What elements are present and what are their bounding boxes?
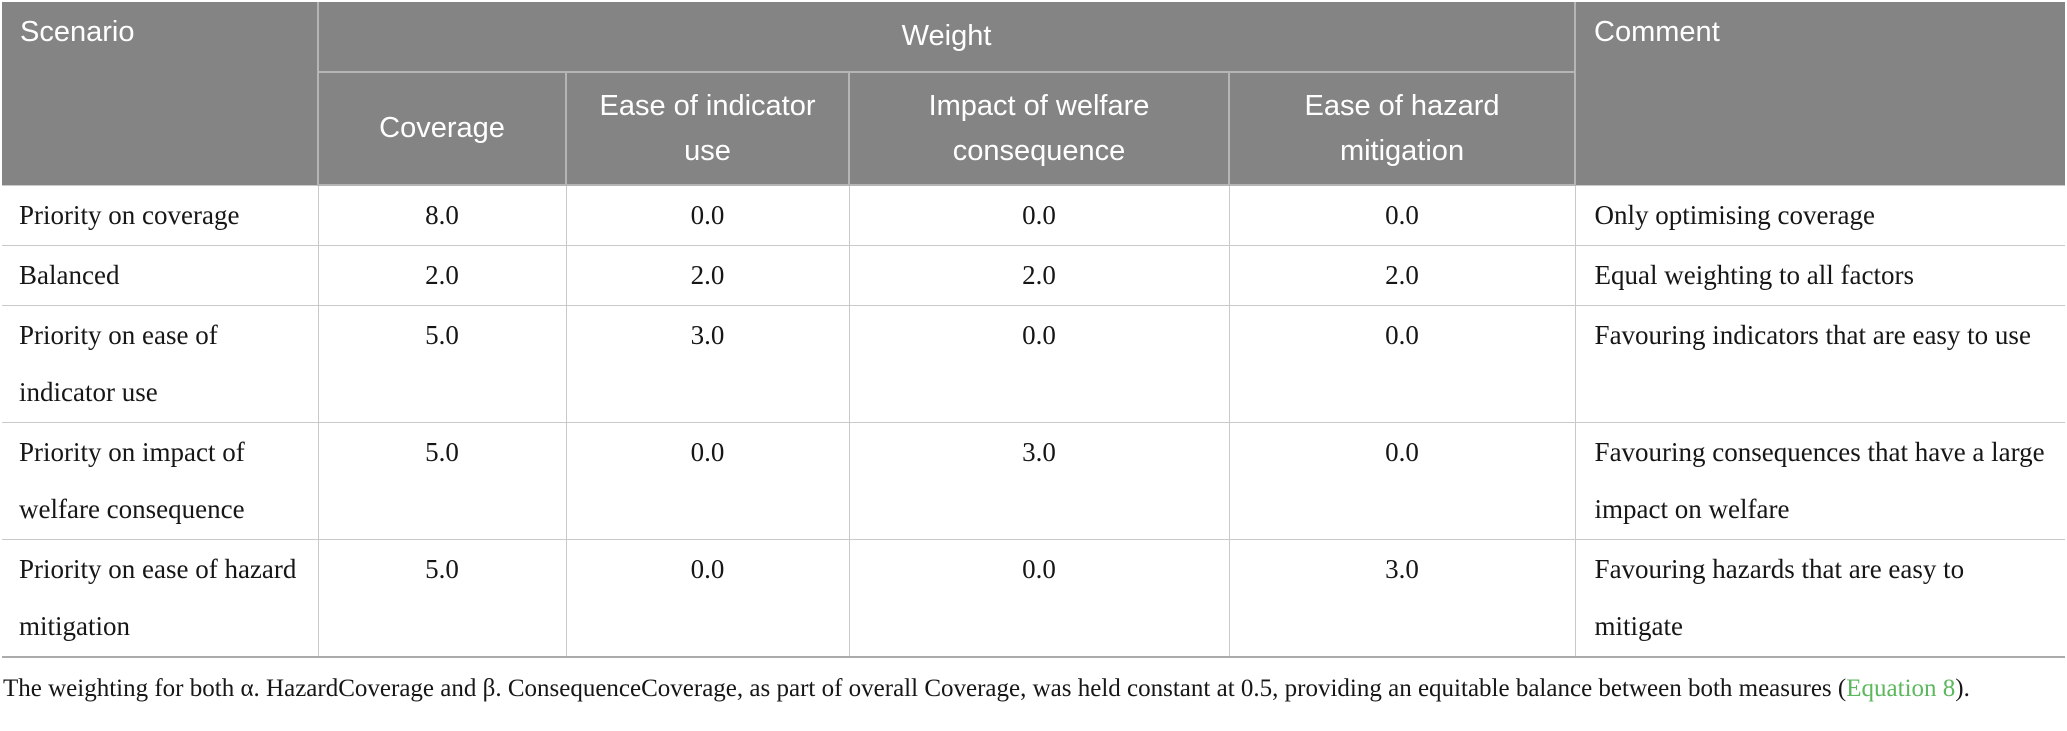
table-body: Priority on coverage 8.0 0.0 0.0 0.0 Only opt… (2, 184, 2066, 658)
column-header-weight-group: Weight (316, 2, 1577, 73)
ease-of-indicator-use-weight-cell: 3.0 (565, 305, 850, 423)
ease-of-indicator-use-weight-cell: 0.0 (565, 184, 850, 246)
footnote-text-after-link: ). (1955, 675, 1970, 702)
coverage-weight-cell: 2.0 (317, 245, 567, 306)
column-header-coverage: Coverage (317, 71, 567, 186)
scenario-cell: Priority on coverage (2, 184, 319, 246)
ease-of-hazard-mitigation-weight-cell: 2.0 (1228, 245, 1576, 306)
table-row: Priority on coverage 8.0 0.0 0.0 0.0 Only opt… (2, 184, 2066, 246)
ease-of-indicator-use-weight-cell: 2.0 (565, 245, 850, 306)
ease-of-indicator-use-weight-cell: 0.0 (565, 539, 850, 658)
scenario-cell: Priority on impact of welfare consequenc… (2, 422, 319, 540)
coverage-weight-cell: 5.0 (317, 539, 567, 658)
column-header-scenario: Scenario (2, 2, 319, 185)
equation-8-link[interactable]: Equation 8 (1846, 675, 1956, 702)
scenario-weights-table: Scenario Weight Comment Coverage Ease of… (2, 2, 2066, 658)
scenario-cell: Priority on ease of hazard mitigation (2, 539, 319, 658)
impact-of-welfare-consequence-weight-cell: 0.0 (848, 184, 1230, 246)
table-row: Priority on impact of welfare consequenc… (2, 422, 2066, 540)
ease-of-indicator-use-weight-cell: 0.0 (565, 422, 850, 540)
column-header-comment: Comment (1574, 2, 2066, 185)
impact-of-welfare-consequence-weight-cell: 2.0 (848, 245, 1230, 306)
column-header-impact-of-welfare-consequence: Impact of welfare consequence (848, 71, 1230, 186)
comment-cell: Favouring consequences that have a large… (1574, 422, 2066, 540)
table-row: Priority on ease of indicator use 5.0 3.0 0… (2, 305, 2066, 423)
scenario-cell: Priority on ease of indicator use (2, 305, 319, 423)
comment-cell: Favouring hazards that are easy to mitig… (1574, 539, 2066, 658)
ease-of-hazard-mitigation-weight-cell: 0.0 (1228, 305, 1576, 423)
table-header: Scenario Weight Comment Coverage Ease of… (2, 2, 2066, 186)
table-row: Balanced 2.0 2.0 2.0 2.0 Equal weighting to a… (2, 245, 2066, 306)
ease-of-hazard-mitigation-weight-cell: 0.0 (1228, 184, 1576, 246)
impact-of-welfare-consequence-weight-cell: 0.0 (848, 539, 1230, 658)
table-footnote: The weighting for both α. HazardCoverage… (3, 669, 2061, 708)
comment-cell: Equal weighting to all factors (1574, 245, 2066, 306)
coverage-weight-cell: 5.0 (317, 422, 567, 540)
ease-of-hazard-mitigation-weight-cell: 0.0 (1228, 422, 1576, 540)
table-row: Priority on ease of hazard mitigation 5.0… (2, 539, 2066, 658)
comment-cell: Only optimising coverage (1574, 184, 2066, 246)
comment-cell: Favouring indicators that are easy to us… (1574, 305, 2066, 423)
header-row-weight-columns: Coverage Ease of indicator use Impact of… (2, 71, 2065, 186)
impact-of-welfare-consequence-weight-cell: 3.0 (848, 422, 1230, 540)
coverage-weight-cell: 5.0 (317, 305, 567, 423)
header-row-groups: Scenario Weight Comment (2, 2, 2066, 185)
impact-of-welfare-consequence-weight-cell: 0.0 (848, 305, 1230, 423)
column-header-ease-of-indicator-use: Ease of indicator use (565, 71, 850, 186)
ease-of-hazard-mitigation-weight-cell: 3.0 (1228, 539, 1576, 658)
footnote-text-before-link: The weighting for both α. HazardCoverage… (3, 675, 1847, 702)
scenario-cell: Balanced (2, 245, 319, 306)
coverage-weight-cell: 8.0 (317, 184, 567, 246)
column-header-ease-of-hazard-mitigation: Ease of hazard mitigation (1227, 71, 1577, 186)
